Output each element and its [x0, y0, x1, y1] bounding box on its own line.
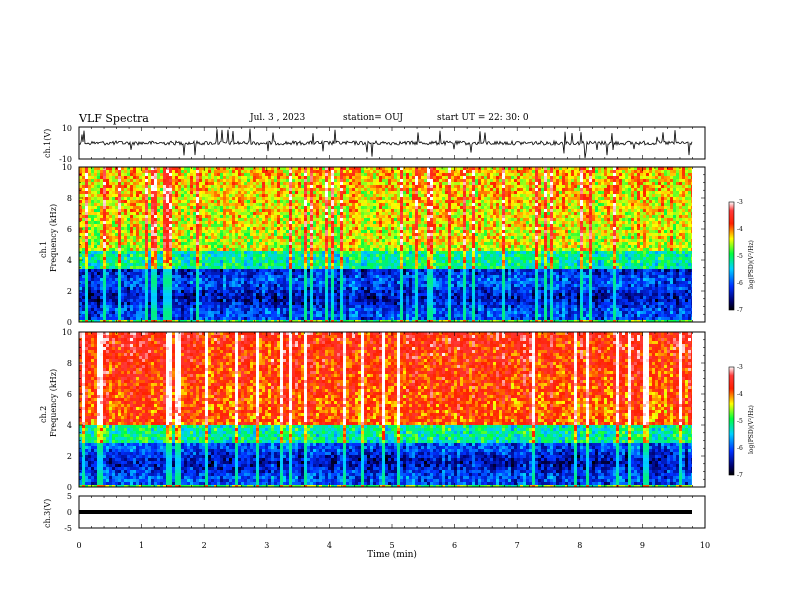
time-tick-label: 10	[700, 541, 710, 550]
frequency-tick-label: 4	[67, 421, 72, 430]
ch1-colorbar-tick-5: -5	[737, 253, 743, 260]
figure-title: VLF Spectra	[79, 112, 149, 125]
ch2-colorbar-tick-low: -7	[737, 472, 743, 479]
ch3-ytick-bottom: -5	[64, 524, 72, 533]
ch3-waveform-line	[79, 510, 692, 514]
frequency-tick-label: 10	[62, 163, 72, 172]
time-tick-label: 2	[202, 541, 207, 550]
time-tick-label: 1	[139, 541, 144, 550]
time-tick-label: 6	[452, 541, 457, 550]
ch1-colorbar-tick-4: -4	[737, 226, 743, 233]
time-tick-label: 7	[515, 541, 520, 550]
time-axis-label: Time (min)	[367, 549, 417, 560]
ch1-ytick-bottom: -10	[59, 155, 72, 164]
ch1-spectrogram-ylabel-frequency: Frequency (kHz)	[49, 204, 58, 272]
ch1-waveform-ylabel: ch.1(V)	[43, 129, 52, 158]
ch2-colorbar-tick-4: -4	[737, 391, 743, 398]
frequency-tick-label: 0	[67, 483, 72, 492]
ch1-ytick-top: 10	[62, 124, 72, 133]
ch1-waveform-line	[78, 128, 693, 159]
ch2-spectrogram-panel: 0 2 4 6 8 10 ch.2 Frequency (kHz)	[39, 328, 706, 492]
ch1-colorbar-tick-low: -7	[737, 307, 743, 314]
ch3-ytick-middle: 0	[67, 508, 72, 517]
frequency-tick-label: 2	[67, 287, 72, 296]
ch1-spectrogram-ylabel-channel: ch.1	[39, 241, 48, 258]
ch1-waveform-panel: 10 -10 ch.1(V)	[43, 124, 706, 164]
ch2-colorbar: -3 -4 -5 -6 -7 log(PSD)(V²/Hz)	[728, 364, 755, 479]
ch2-colorbar-tick-6: -6	[737, 445, 743, 452]
ch2-spectrogram-image	[79, 332, 692, 487]
frequency-tick-label: 4	[67, 256, 72, 265]
time-tick-label: 5	[389, 541, 394, 550]
ch1-colorbar-label: log(PSD)(V²/Hz)	[748, 240, 755, 289]
date-label: Jul. 3 , 2023	[250, 113, 305, 123]
time-tick-label: 8	[577, 541, 582, 550]
time-tick-label: 9	[640, 541, 645, 550]
start-time-label: start UT = 22: 30: 0	[437, 113, 529, 123]
frequency-tick-label: 0	[67, 318, 72, 327]
ch1-spectrogram-panel: 0 2 4 6 8 10 ch.1 Frequency (kHz)	[39, 163, 706, 327]
frequency-tick-label: 6	[67, 225, 72, 234]
frequency-tick-label: 6	[67, 390, 72, 399]
ch2-spectrogram-ylabel-frequency: Frequency (kHz)	[49, 369, 58, 437]
ch2-colorbar-ramp	[728, 366, 735, 476]
ch3-ytick-top: 5	[67, 492, 72, 501]
ch2-colorbar-tick-5: -5	[737, 418, 743, 425]
ch1-colorbar-ramp	[728, 201, 735, 311]
ch2-colorbar-label: log(PSD)(V²/Hz)	[748, 405, 755, 454]
frequency-tick-label: 8	[67, 194, 72, 203]
ch1-spectrogram-image	[79, 167, 692, 322]
time-tick-label: 4	[327, 541, 332, 550]
ch3-waveform-panel: 5 0 -5 ch.3(V) 0 1 2 3 4 5 6 7 8 9 10 Time (min)	[43, 492, 710, 560]
ch3-waveform-ylabel: ch.3(V)	[43, 499, 52, 528]
ch2-colorbar-tick-high: -3	[737, 364, 743, 371]
frequency-tick-label: 8	[67, 359, 72, 368]
ch1-colorbar: -3 -4 -5 -6 -7 log(PSD)(V²/Hz)	[728, 199, 755, 314]
station-label: station= OUJ	[343, 113, 403, 123]
ch1-colorbar-tick-high: -3	[737, 199, 743, 206]
ch1-colorbar-tick-6: -6	[737, 280, 743, 287]
ch2-spectrogram-ylabel-channel: ch.2	[39, 406, 48, 423]
frequency-tick-label: 2	[67, 452, 72, 461]
frequency-tick-label: 10	[62, 328, 72, 337]
time-tick-label: 3	[264, 541, 269, 550]
time-tick-label: 0	[76, 541, 81, 550]
